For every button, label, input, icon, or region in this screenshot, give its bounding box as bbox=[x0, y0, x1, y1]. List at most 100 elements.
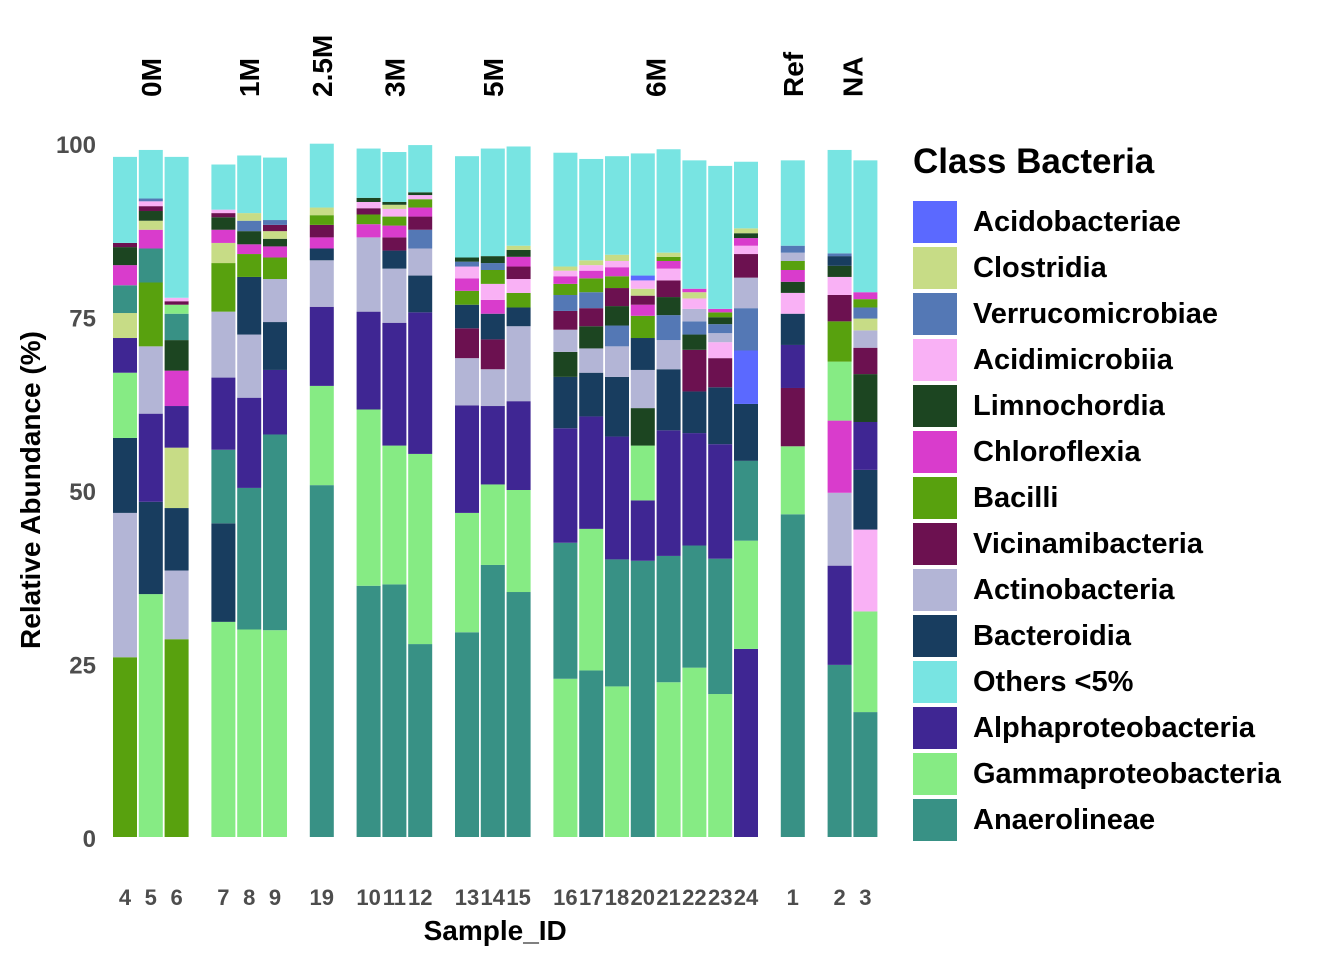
bar-segment bbox=[408, 195, 433, 200]
bar-segment bbox=[579, 670, 604, 837]
x-tick-label: 4 bbox=[119, 885, 132, 910]
legend-swatch bbox=[913, 707, 957, 749]
bar-segment bbox=[138, 211, 163, 221]
bar-segment bbox=[656, 340, 681, 370]
bar-segment bbox=[630, 369, 655, 409]
bar-segment bbox=[780, 387, 805, 447]
bar-segment bbox=[827, 265, 852, 277]
legend-swatch bbox=[913, 661, 957, 703]
bar-segment bbox=[382, 250, 407, 269]
bar-segment bbox=[382, 268, 407, 323]
x-tick-label: 23 bbox=[708, 885, 732, 910]
bar-segment bbox=[480, 313, 505, 340]
x-tick-label: 1 bbox=[787, 885, 799, 910]
bar-segment bbox=[682, 334, 707, 350]
bar-segment bbox=[113, 156, 137, 243]
x-tick-label: 18 bbox=[605, 885, 629, 910]
bar-segment bbox=[682, 308, 707, 322]
bar-segment bbox=[211, 164, 236, 210]
bar-segment bbox=[138, 413, 163, 502]
bar-segment bbox=[630, 500, 655, 561]
legend-label: Acidobacteriae bbox=[973, 205, 1181, 238]
bar-segment bbox=[164, 406, 189, 448]
bar-segment bbox=[237, 397, 262, 488]
bar-segment bbox=[309, 385, 334, 486]
bar-segment bbox=[113, 313, 137, 339]
bar-segment bbox=[408, 644, 433, 837]
bar-segment bbox=[138, 198, 163, 202]
bar-segment bbox=[780, 292, 805, 314]
bar-segment bbox=[263, 630, 287, 837]
legend-swatch bbox=[913, 753, 957, 795]
bar-segment bbox=[164, 301, 189, 305]
bar-segment bbox=[263, 434, 287, 631]
bar-segment bbox=[682, 391, 707, 434]
legend-swatch bbox=[913, 799, 957, 841]
bar-segment bbox=[211, 449, 236, 524]
bar-segment bbox=[455, 328, 479, 359]
bar-segment bbox=[553, 152, 578, 267]
bar-segment bbox=[164, 297, 189, 302]
bar-segment bbox=[113, 265, 137, 286]
bar-segment bbox=[455, 278, 479, 291]
x-tick-label: 9 bbox=[269, 885, 281, 910]
bar-segment bbox=[506, 401, 531, 490]
bar-segment bbox=[605, 306, 629, 326]
bar-segment bbox=[682, 667, 707, 837]
bar-segment bbox=[263, 220, 287, 225]
bar-segment bbox=[708, 333, 733, 343]
bar-segment bbox=[827, 664, 852, 837]
bar-segment bbox=[211, 523, 236, 622]
bar-segment bbox=[708, 317, 733, 325]
legend-label: Verrucomicrobiae bbox=[973, 297, 1218, 330]
bar-segment bbox=[138, 594, 163, 837]
bar-segment bbox=[138, 501, 163, 595]
y-axis-title: Relative Abundance (%) bbox=[15, 331, 46, 649]
bar-segment bbox=[605, 376, 629, 437]
bar-segment bbox=[708, 312, 733, 318]
bar-segment bbox=[164, 508, 189, 571]
bar-segment bbox=[455, 405, 479, 513]
bar-segment bbox=[506, 592, 531, 837]
bar-segment bbox=[382, 216, 407, 226]
bar-segment bbox=[780, 313, 805, 345]
bar-segment bbox=[408, 453, 433, 645]
bar-segment bbox=[579, 416, 604, 529]
x-tick-label: 7 bbox=[217, 885, 229, 910]
legend-label: Alphaproteobacteria bbox=[973, 711, 1255, 744]
bar-segment bbox=[656, 369, 681, 431]
bar-segment bbox=[138, 206, 163, 212]
bar-segment bbox=[237, 334, 262, 398]
bar-segment bbox=[708, 308, 733, 313]
bar-segment bbox=[408, 192, 433, 196]
bar-segment bbox=[656, 315, 681, 341]
bar-segment bbox=[579, 158, 604, 261]
bar-segment bbox=[263, 257, 287, 280]
bar-segment bbox=[211, 377, 236, 450]
bar-segment bbox=[356, 197, 381, 202]
bar-segment bbox=[853, 299, 878, 308]
bar-segment bbox=[211, 242, 236, 264]
bar-segment bbox=[630, 445, 655, 501]
bar-segment bbox=[656, 252, 681, 257]
x-tick-label: 19 bbox=[310, 885, 334, 910]
bar-segment bbox=[506, 490, 531, 593]
bar-segment bbox=[630, 280, 655, 289]
bar-segment bbox=[708, 324, 733, 334]
bar-segment bbox=[211, 621, 236, 837]
bar-segment bbox=[734, 238, 758, 246]
bar-segment bbox=[237, 487, 262, 630]
bar-segment bbox=[605, 267, 629, 277]
bar-segment bbox=[780, 281, 805, 293]
x-tick-label: 8 bbox=[243, 885, 255, 910]
bar-segment bbox=[263, 231, 287, 239]
bar-segment bbox=[682, 349, 707, 392]
legend-label: Vicinamibacteria bbox=[973, 527, 1203, 560]
bar-segment bbox=[506, 266, 531, 280]
bar-segment bbox=[237, 220, 262, 232]
bar-segment bbox=[579, 278, 604, 293]
bar-segment bbox=[138, 220, 163, 230]
bar-segment bbox=[579, 260, 604, 266]
bar-segment bbox=[211, 263, 236, 312]
bar-segment bbox=[263, 238, 287, 247]
